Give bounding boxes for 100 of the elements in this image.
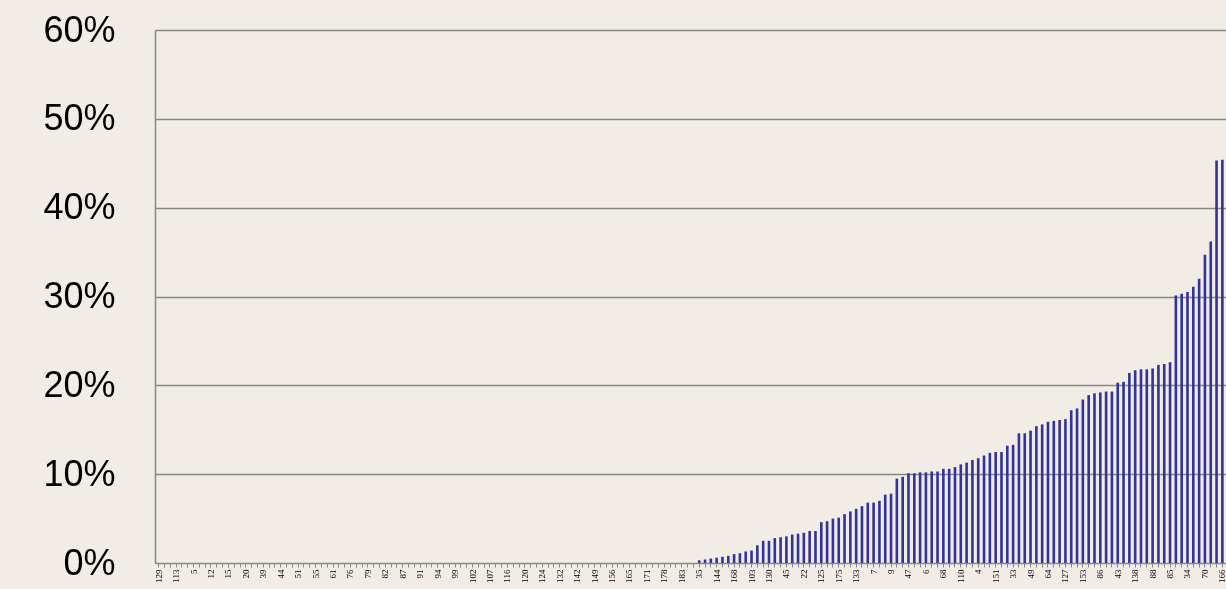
- bar: [843, 514, 846, 563]
- bar: [912, 473, 916, 563]
- x-tick-label: 103: [746, 569, 757, 583]
- bar: [726, 555, 730, 563]
- x-tick-label: 166: [1217, 569, 1226, 583]
- x-tick-label: 153: [1077, 569, 1088, 583]
- x-tick-label: 4: [973, 569, 984, 574]
- bar: [907, 473, 910, 563]
- bar: [779, 537, 782, 563]
- x-tick-label: 165: [624, 569, 635, 583]
- bar: [814, 531, 817, 563]
- bar: [1116, 382, 1120, 563]
- bar: [790, 534, 794, 563]
- x-tick-label: 99: [450, 569, 461, 579]
- bar: [1005, 445, 1009, 563]
- x-tick-label: 7: [868, 569, 879, 574]
- x-tick-label: 120: [519, 569, 530, 583]
- y-tick-label: 60%: [43, 8, 116, 50]
- bar: [785, 536, 788, 563]
- y-tick-label: 0%: [63, 541, 116, 583]
- x-tick-label: 61: [328, 569, 339, 579]
- bar: [1098, 392, 1102, 563]
- x-tick-label: 87: [397, 569, 408, 579]
- bar: [697, 560, 701, 563]
- x-tick-label: 55: [310, 569, 321, 579]
- bar: [971, 459, 974, 563]
- x-tick-label: 70: [1199, 569, 1210, 579]
- x-tick-label: 86: [1095, 569, 1106, 579]
- bar: [1192, 286, 1195, 563]
- x-tick-label: 138: [1130, 569, 1141, 583]
- x-tick-label: 107: [484, 569, 495, 583]
- bar: [1023, 433, 1027, 563]
- bar: [959, 464, 963, 563]
- x-tick-label: 47: [903, 569, 914, 579]
- x-tick-label: 124: [537, 569, 548, 583]
- bar: [1000, 451, 1003, 563]
- bar: [744, 551, 748, 563]
- x-tick-label: 51: [293, 569, 304, 579]
- bar: [1069, 410, 1073, 563]
- x-tick-label: 149: [589, 569, 600, 583]
- x-tick-label: 168: [729, 569, 740, 583]
- bar: [808, 531, 811, 563]
- bar: [1058, 419, 1061, 563]
- x-tick-label: 6: [920, 569, 931, 574]
- bar: [994, 451, 997, 563]
- bar: [1209, 241, 1213, 563]
- x-tick-label: 142: [572, 569, 583, 583]
- bar: [872, 502, 875, 563]
- x-tick-label: 35: [694, 569, 705, 579]
- x-tick-label: 76: [345, 569, 356, 579]
- x-tick-label: 183: [676, 569, 687, 583]
- bar: [721, 556, 724, 563]
- x-tick-label: 113: [171, 569, 182, 583]
- x-tick-label: 15: [223, 569, 234, 579]
- x-tick-label: 33: [1008, 569, 1019, 579]
- bar: [750, 550, 753, 563]
- bar: [1029, 430, 1032, 563]
- x-tick-label: 125: [816, 569, 827, 583]
- x-tick-label: 12: [205, 569, 216, 579]
- bar: [930, 471, 934, 563]
- x-tick-label: 88: [1147, 569, 1158, 579]
- bar: [976, 458, 980, 563]
- x-tick-label: 127: [1060, 569, 1071, 583]
- x-tick-label: 129: [153, 569, 164, 583]
- x-tick-label: 39: [258, 569, 269, 579]
- x-tick-label: 91: [415, 569, 426, 579]
- bar: [1162, 364, 1166, 563]
- x-tick-label: 5: [188, 569, 199, 574]
- y-tick-label: 30%: [43, 275, 116, 316]
- bar: [1215, 160, 1218, 563]
- bar: [1052, 420, 1056, 563]
- bar: [1035, 426, 1038, 563]
- y-tick-label: 20%: [43, 363, 116, 405]
- bar: [1157, 364, 1160, 563]
- x-tick-label: 64: [1042, 569, 1053, 579]
- x-tick-label: 144: [711, 569, 722, 583]
- x-tick-label: 44: [275, 569, 286, 579]
- x-tick-label: 178: [659, 569, 670, 583]
- bar: [866, 502, 870, 563]
- bar: [1093, 393, 1096, 563]
- y-tick-label: 40%: [43, 186, 116, 228]
- x-tick-label: 79: [362, 569, 373, 579]
- bar: [942, 468, 945, 563]
- bar: [819, 522, 823, 563]
- x-tick-label: 175: [833, 569, 844, 583]
- x-tick-label: 68: [938, 569, 949, 579]
- x-tick-label: 156: [607, 569, 618, 583]
- x-tick-label: 85: [1165, 569, 1176, 579]
- bar: [1064, 419, 1067, 563]
- bar: [1180, 293, 1183, 563]
- x-tick-label: 110: [955, 569, 966, 583]
- x-tick-label: 20: [240, 569, 251, 579]
- bar: [1186, 292, 1189, 563]
- x-tick-label: 171: [641, 569, 652, 583]
- x-tick-label: 132: [554, 569, 565, 583]
- x-tick-label: 133: [851, 569, 862, 583]
- bar: [1087, 395, 1090, 563]
- bar: [837, 517, 841, 563]
- bar: [1151, 368, 1154, 563]
- bar: [965, 462, 968, 563]
